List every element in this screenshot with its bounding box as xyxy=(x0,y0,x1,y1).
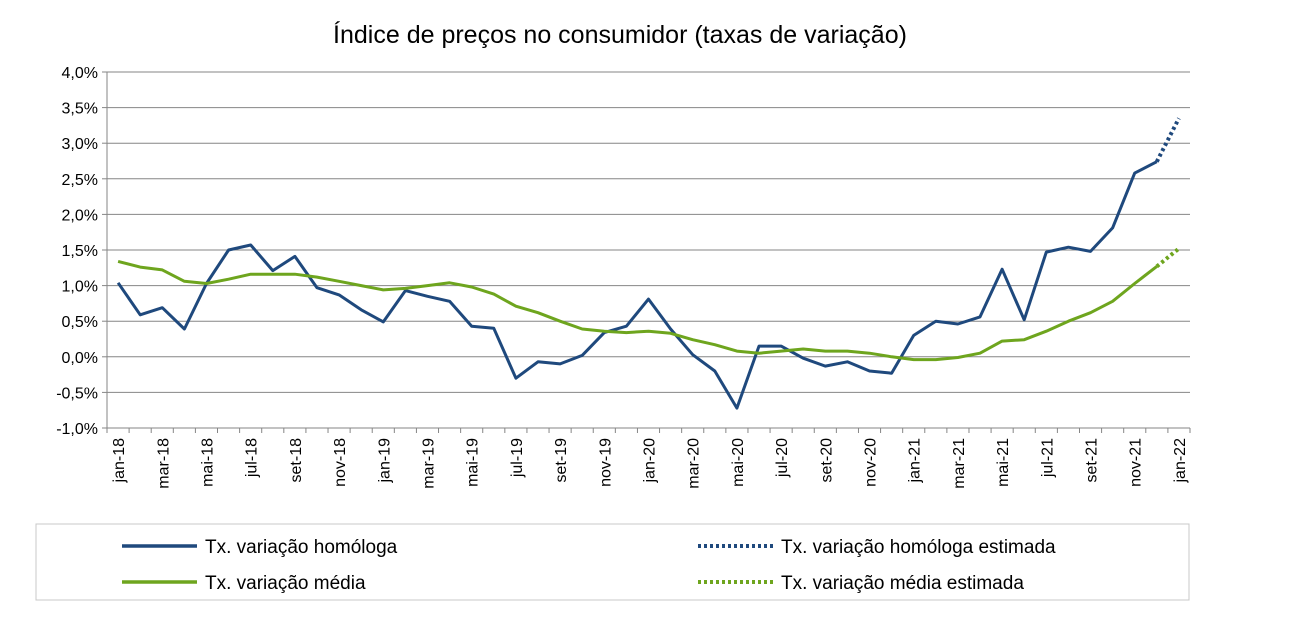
x-tick-label: set-18 xyxy=(288,438,305,483)
y-tick-label: 3,0% xyxy=(62,136,98,153)
x-axis: jan-18 mar-18 mai-18 jul-18 set-18 nov-18 jan-… xyxy=(106,427,1191,489)
chart-title: Índice de preços no consumidor (taxas de… xyxy=(333,20,907,49)
y-tick-label: 1,0% xyxy=(62,279,98,296)
series-line xyxy=(117,259,1158,362)
x-tick-label: nov-20 xyxy=(863,438,880,487)
legend-label: Tx. variação média xyxy=(205,573,366,594)
x-tick-label: jul-19 xyxy=(509,438,526,478)
y-tick-label: 2,0% xyxy=(62,207,98,224)
x-tick-label: mar-20 xyxy=(686,438,703,489)
x-tick-label: jan-22 xyxy=(1172,438,1189,484)
y-tick-label: 0,5% xyxy=(62,314,98,331)
legend-label: Tx. variação homóloga xyxy=(205,537,398,558)
x-tick-label: mar-19 xyxy=(420,438,437,489)
y-axis: 4,0% 3,5% 3,0% 2,5% 2,0% 1,5% 1,0% 0,5% 0,0% -0,5… xyxy=(56,65,108,438)
y-tick-label: -0,5% xyxy=(56,385,98,402)
x-tick-label: nov-18 xyxy=(332,438,349,487)
x-tick-label: set-19 xyxy=(553,438,570,483)
series-line xyxy=(116,160,1158,410)
x-tick-label: mai-19 xyxy=(465,438,482,487)
y-tick-label: 3,5% xyxy=(62,101,98,118)
legend-label: Tx. variação homóloga estimada xyxy=(781,537,1056,558)
x-tick-label: mai-18 xyxy=(199,438,216,487)
x-tick-label: nov-21 xyxy=(1128,438,1145,487)
x-tick-label: set-21 xyxy=(1084,438,1101,483)
x-tick-label: mar-21 xyxy=(951,438,968,489)
x-tick-label: set-20 xyxy=(818,438,835,483)
x-tick-label: jul-21 xyxy=(1039,438,1056,478)
x-tick-label: mai-20 xyxy=(730,438,747,487)
x-tick-label: jan-20 xyxy=(642,438,659,484)
y-tick-label: 0,0% xyxy=(62,350,98,367)
x-tick-label: jan-21 xyxy=(907,438,924,484)
x-tick-label: jan-18 xyxy=(111,438,128,484)
legend-label: Tx. variação média estimada xyxy=(781,573,1024,594)
legend-box xyxy=(35,523,1190,601)
y-tick-label: 1,5% xyxy=(62,243,98,260)
series-lines xyxy=(116,117,1181,410)
y-tick-label: 2,5% xyxy=(62,172,98,189)
y-tick-label: -1,0% xyxy=(56,421,98,438)
series-line xyxy=(1155,117,1181,163)
x-tick-label: jul-20 xyxy=(774,438,791,478)
grid-lines xyxy=(107,71,1190,429)
x-tick-label: nov-19 xyxy=(597,438,614,487)
y-tick-label: 4,0% xyxy=(62,65,98,82)
x-tick-label: jan-19 xyxy=(376,438,393,484)
legend: Tx. variação homóloga Tx. variação homólo… xyxy=(122,537,1056,594)
x-tick-label: mar-18 xyxy=(155,438,172,489)
series-line xyxy=(1155,247,1181,268)
x-tick-label: jul-18 xyxy=(244,438,261,478)
x-tick-label: mai-21 xyxy=(995,438,1012,487)
